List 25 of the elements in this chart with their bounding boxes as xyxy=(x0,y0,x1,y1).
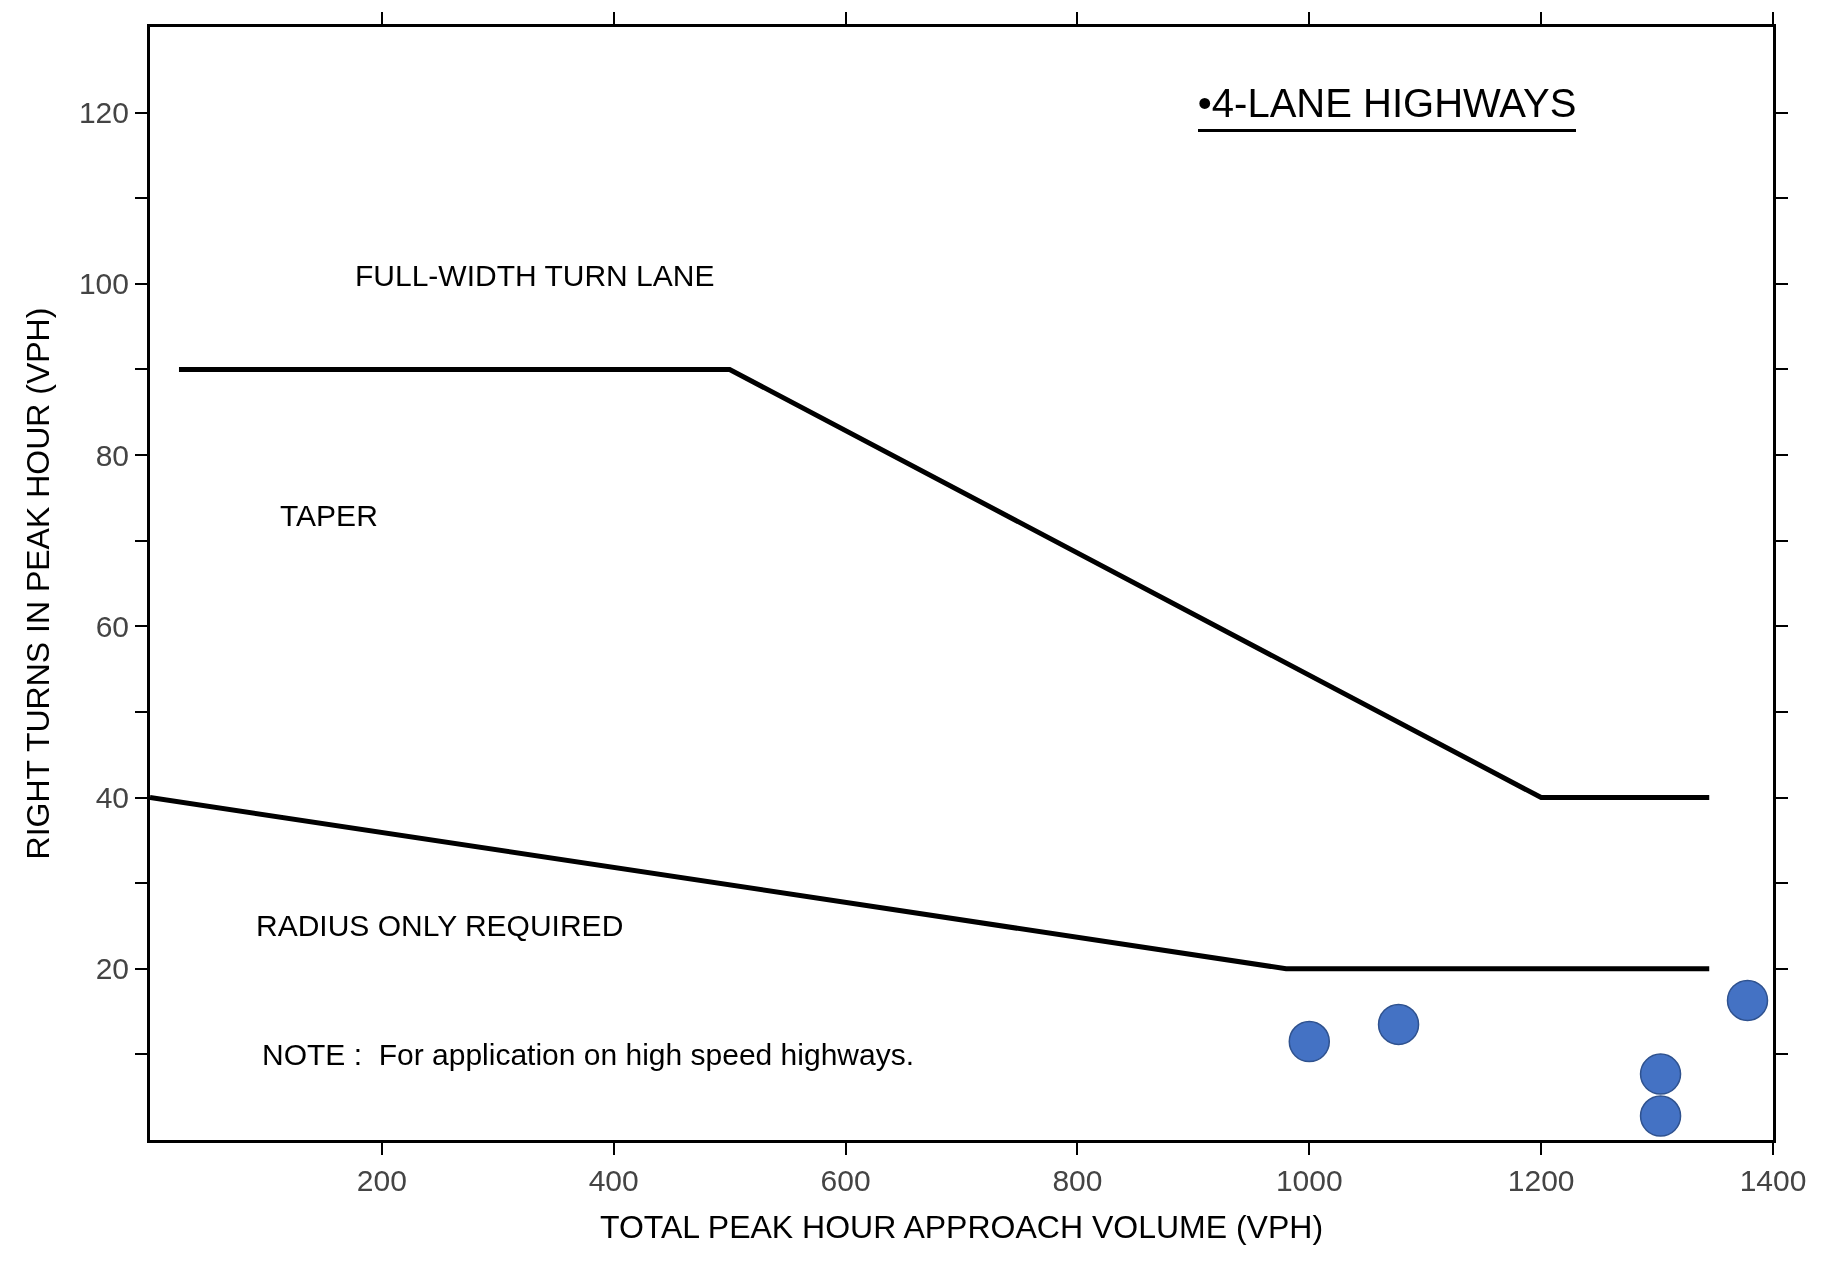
x-axis-title: TOTAL PEAK HOUR APPROACH VOLUME (VPH) xyxy=(599,1208,1324,1245)
y-tick-label: 120 xyxy=(78,96,129,130)
x-tick-label: 200 xyxy=(356,1164,407,1197)
x-tick-label: 800 xyxy=(1052,1164,1103,1197)
y-tick-label: 20 xyxy=(95,952,129,986)
point xyxy=(1288,1020,1331,1063)
point xyxy=(1726,979,1769,1022)
annotation: TAPER xyxy=(280,499,378,532)
y-tick-label: 80 xyxy=(95,438,129,472)
y-axis-title: RIGHT TURNS IN PEAK HOUR (VPH) xyxy=(20,307,57,860)
x-tick-label: 1200 xyxy=(1507,1164,1575,1197)
text: •4-LANE HIGHWAYS xyxy=(1197,80,1577,125)
y-tick-label: 40 xyxy=(95,781,129,815)
x-tick-label: 400 xyxy=(588,1164,639,1197)
annotation: FULL-WIDTH TURN LANE xyxy=(355,259,715,292)
x-tick-label: 600 xyxy=(820,1164,871,1197)
point xyxy=(1377,1003,1420,1046)
annotation: RADIUS ONLY REQUIRED xyxy=(256,909,624,942)
point xyxy=(1639,1095,1682,1137)
annotation: NOTE : For application on high speed highways. xyxy=(262,1038,915,1071)
y-tick-label: 60 xyxy=(95,609,129,643)
y-tick-label: 100 xyxy=(78,267,129,301)
x-tick-label: 1000 xyxy=(1275,1164,1343,1197)
x-tick-label: 1400 xyxy=(1739,1164,1807,1197)
point xyxy=(1639,1053,1682,1095)
